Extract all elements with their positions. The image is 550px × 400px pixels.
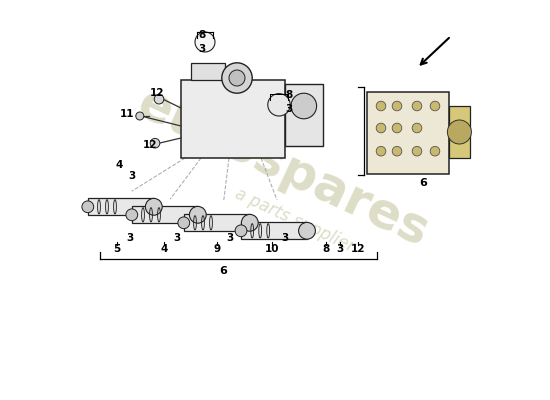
- Circle shape: [195, 32, 215, 52]
- Text: 3: 3: [128, 171, 135, 181]
- Text: 10: 10: [265, 244, 279, 254]
- Circle shape: [291, 93, 317, 119]
- Bar: [181, 80, 285, 158]
- Circle shape: [235, 225, 247, 237]
- Text: 9: 9: [213, 244, 221, 254]
- Circle shape: [412, 101, 422, 111]
- Circle shape: [268, 94, 290, 116]
- Text: 12: 12: [351, 244, 365, 254]
- Circle shape: [412, 123, 422, 133]
- Circle shape: [447, 120, 471, 144]
- Text: 3: 3: [282, 233, 289, 243]
- Text: 3: 3: [336, 244, 343, 254]
- Circle shape: [136, 112, 144, 120]
- Bar: [132, 206, 198, 223]
- Circle shape: [145, 198, 162, 215]
- Circle shape: [430, 146, 440, 156]
- Circle shape: [299, 222, 315, 239]
- Text: 3: 3: [173, 233, 180, 243]
- Bar: [191, 63, 225, 80]
- Text: 6: 6: [219, 266, 227, 276]
- Circle shape: [430, 101, 440, 111]
- Circle shape: [126, 209, 138, 221]
- Circle shape: [222, 63, 252, 93]
- Text: a parts supplier: a parts supplier: [232, 184, 358, 256]
- Bar: [241, 222, 307, 239]
- Text: 6: 6: [419, 178, 427, 188]
- Text: 8: 8: [323, 244, 330, 254]
- Circle shape: [154, 94, 164, 104]
- Text: 11: 11: [120, 109, 134, 119]
- Circle shape: [82, 201, 94, 213]
- Circle shape: [229, 70, 245, 86]
- Bar: [367, 92, 449, 174]
- Circle shape: [178, 217, 190, 229]
- Circle shape: [241, 214, 258, 231]
- Circle shape: [376, 146, 386, 156]
- Text: 3: 3: [227, 233, 234, 243]
- Circle shape: [189, 206, 206, 223]
- Bar: [184, 214, 250, 231]
- Circle shape: [150, 138, 160, 148]
- Text: 5: 5: [113, 244, 120, 254]
- Text: 4: 4: [116, 160, 123, 170]
- Text: 4: 4: [160, 244, 168, 254]
- Text: 3: 3: [199, 44, 206, 54]
- Text: 3: 3: [285, 104, 293, 114]
- Circle shape: [392, 146, 402, 156]
- Text: 8: 8: [285, 90, 293, 100]
- Circle shape: [412, 146, 422, 156]
- Circle shape: [376, 101, 386, 111]
- Text: 12: 12: [150, 88, 164, 98]
- Circle shape: [376, 123, 386, 133]
- Bar: [449, 106, 470, 158]
- Circle shape: [392, 101, 402, 111]
- Text: 12: 12: [143, 140, 157, 150]
- Bar: [285, 84, 323, 146]
- Text: 3: 3: [126, 233, 134, 243]
- Text: eurospares: eurospares: [129, 79, 437, 257]
- Circle shape: [392, 123, 402, 133]
- Text: 8: 8: [199, 30, 206, 40]
- Bar: [88, 198, 154, 215]
